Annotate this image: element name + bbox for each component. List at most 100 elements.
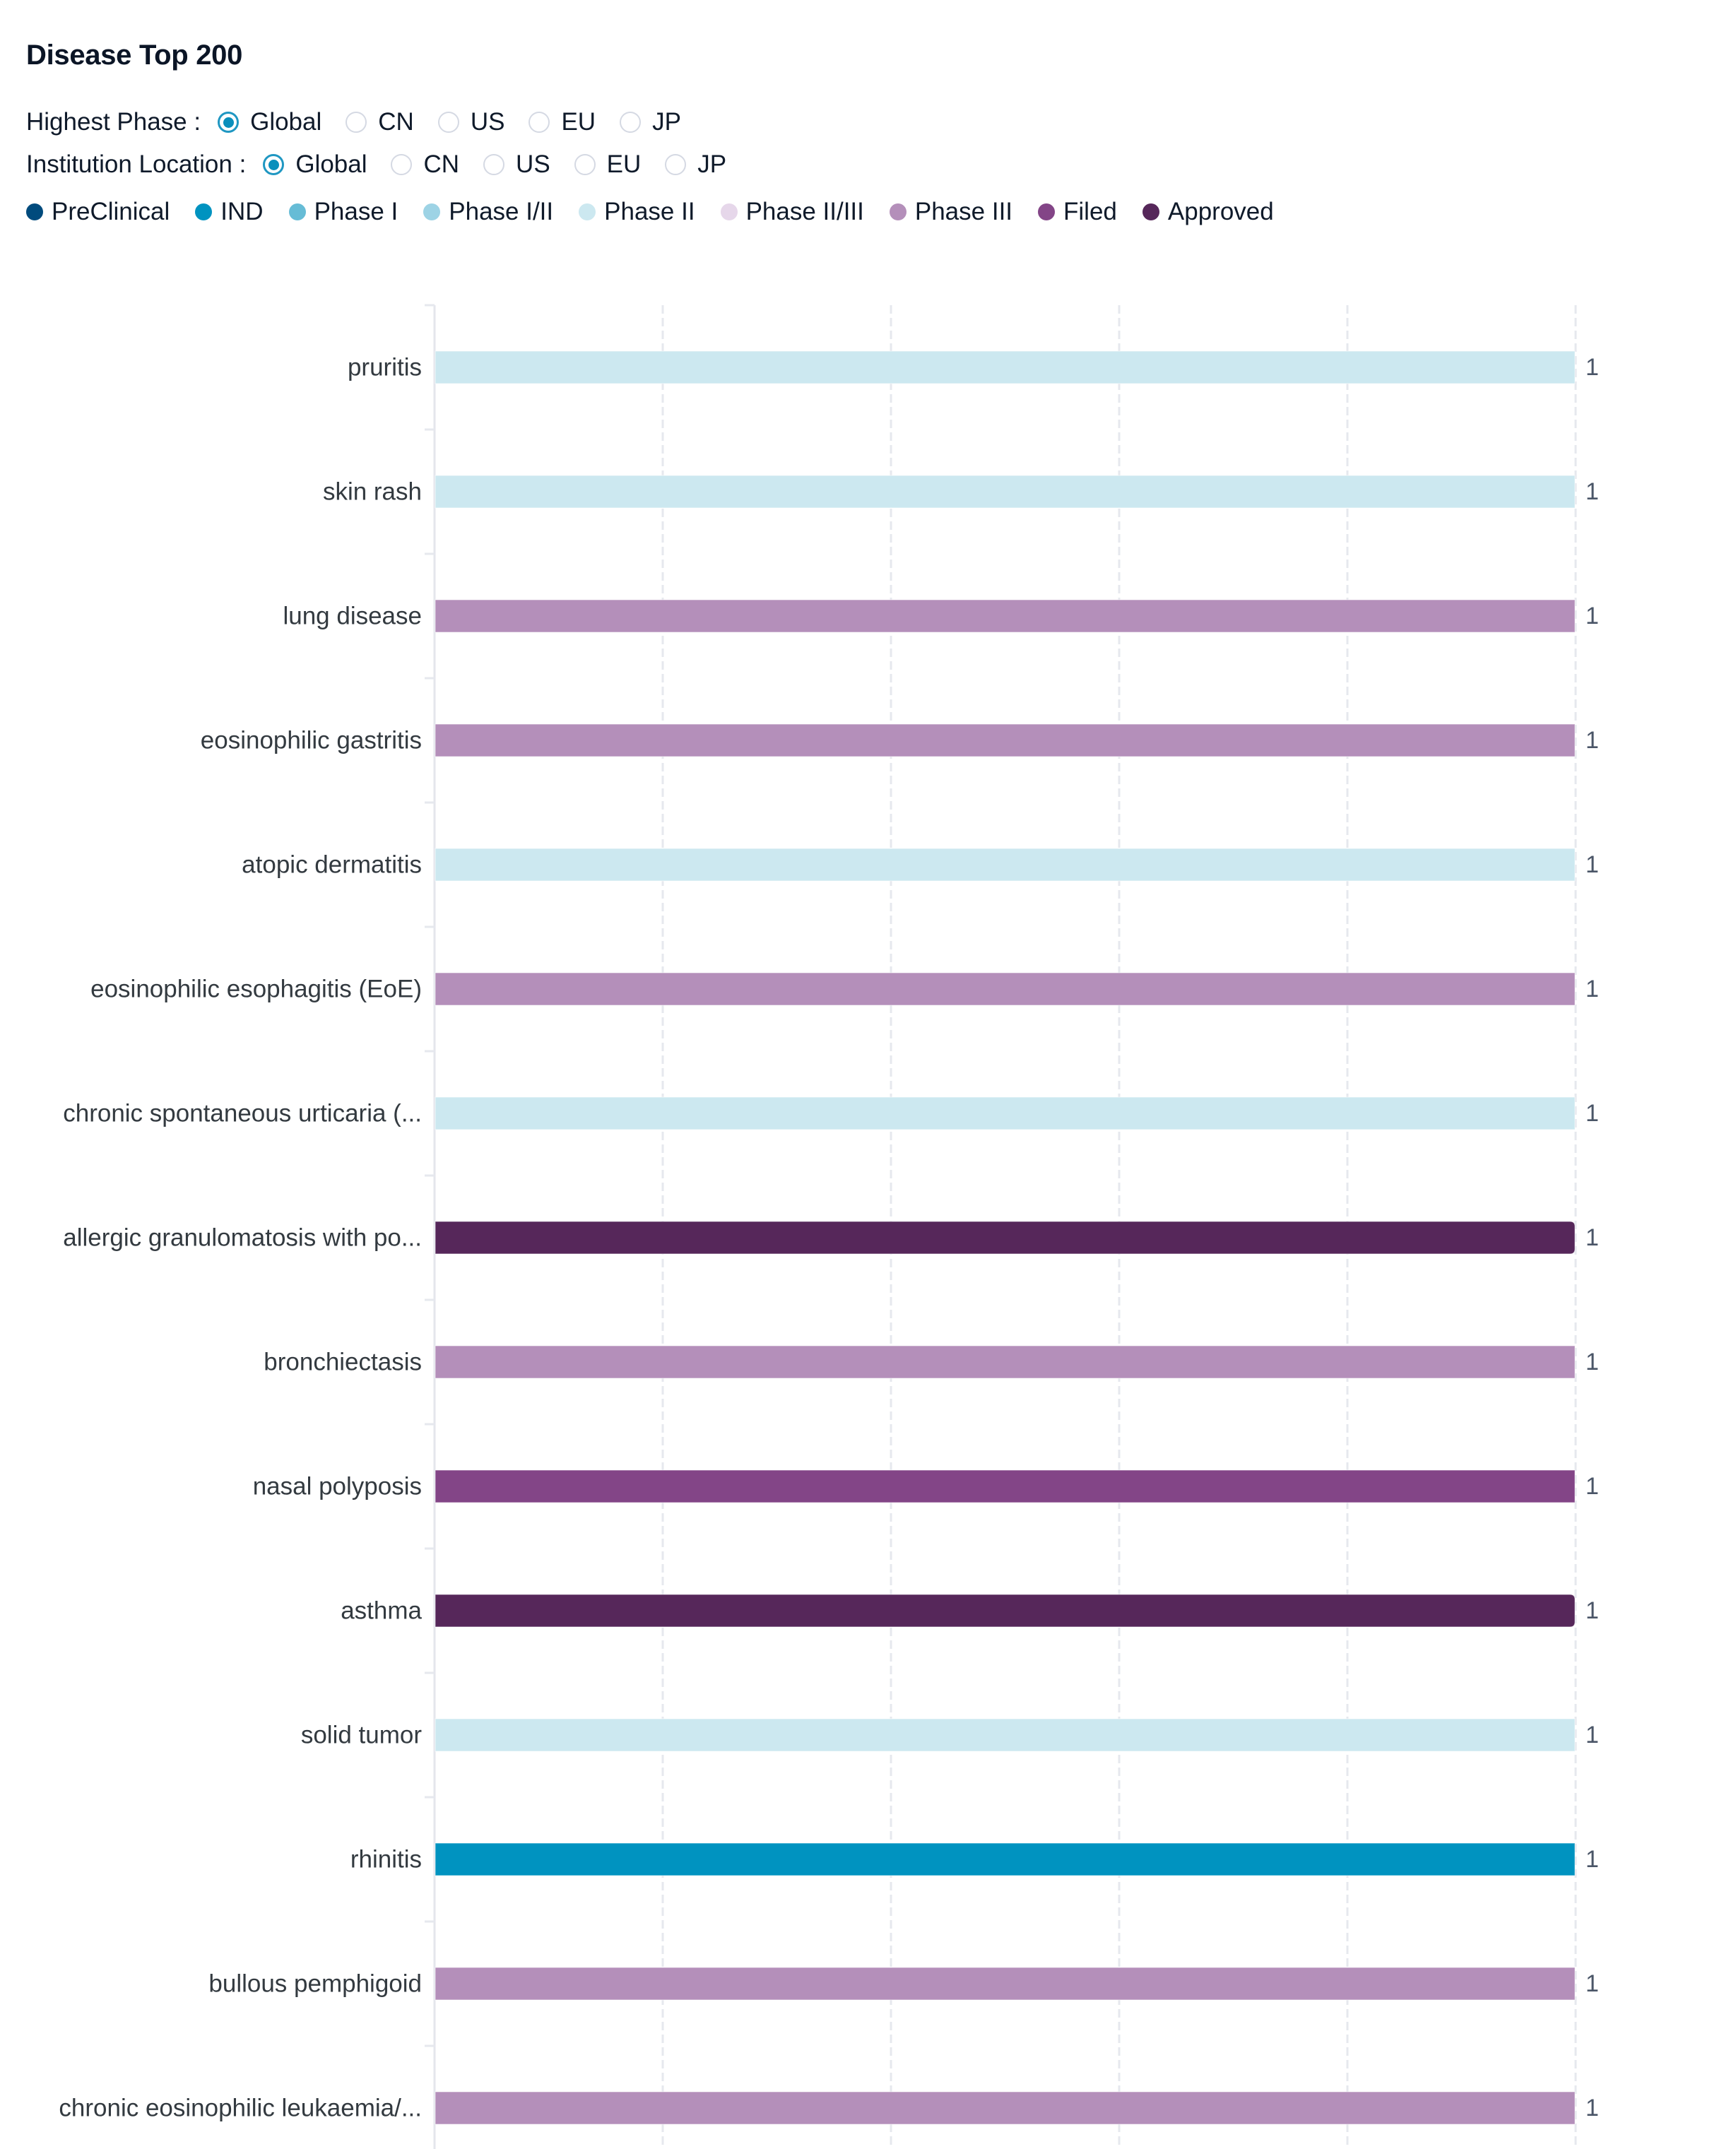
legend-dot-icon	[423, 203, 441, 220]
chart-title: Disease Top 200	[26, 40, 243, 71]
radio-unchecked-icon[interactable]	[529, 112, 550, 133]
legend-item-filed[interactable]: Filed	[1038, 198, 1117, 226]
bar[interactable]	[435, 1345, 1576, 1379]
highest-phase-filter: Highest Phase : Global CN US EU JP	[26, 105, 705, 140]
legend-dot-icon	[288, 203, 306, 220]
radio-unchecked-icon[interactable]	[574, 154, 596, 175]
legend-item-approved[interactable]: Approved	[1142, 198, 1274, 226]
legend-item-preclinical[interactable]: PreClinical	[26, 198, 170, 226]
legend-label: Phase I/II	[449, 198, 554, 225]
institution-location-option-cn[interactable]: CN	[391, 150, 459, 179]
value-label: 1	[1586, 2095, 1599, 2121]
label-layer: pruritis 1 skin rash 1 lung disease 1 eosinoph…	[59, 354, 1599, 2122]
category-label: solid tumor	[301, 1722, 423, 1749]
bar[interactable]	[435, 1718, 1576, 1752]
category-label: asthma	[341, 1597, 422, 1625]
option-label: EU	[561, 108, 596, 136]
category-label: rhinitis	[350, 1846, 422, 1873]
institution-location-option-jp[interactable]: JP	[665, 150, 726, 179]
bar[interactable]	[435, 1096, 1576, 1130]
category-label: atopic dermatitis	[242, 851, 422, 879]
legend-item-phase-2-3[interactable]: Phase II/III	[720, 198, 864, 226]
chart-legend: PreClinical IND Phase I Phase I/II Phase…	[26, 194, 1299, 230]
bar[interactable]	[435, 1469, 1576, 1503]
radio-unchecked-icon[interactable]	[620, 112, 642, 133]
highest-phase-option-us[interactable]: US	[437, 108, 505, 136]
category-label: nasal polyposis	[253, 1473, 422, 1500]
legend-label: Filed	[1063, 198, 1117, 225]
option-label: US	[516, 150, 550, 178]
legend-label: Phase II/III	[745, 198, 864, 225]
value-label: 1	[1586, 727, 1599, 754]
bar[interactable]	[435, 848, 1576, 882]
value-label: 1	[1586, 1970, 1599, 1997]
highest-phase-option-cn[interactable]: CN	[346, 108, 414, 136]
category-label: bullous pemphigoid	[208, 1970, 422, 1998]
value-label: 1	[1586, 976, 1599, 1002]
legend-label: Phase II	[604, 198, 695, 225]
option-label: US	[470, 108, 505, 136]
option-label: EU	[606, 150, 642, 178]
institution-location-option-eu[interactable]: EU	[574, 150, 642, 179]
radio-unchecked-icon[interactable]	[346, 112, 367, 133]
legend-label: Approved	[1167, 198, 1274, 225]
value-label: 1	[1586, 1846, 1599, 1873]
value-label: 1	[1586, 354, 1599, 381]
category-label: eosinophilic gastritis	[201, 727, 422, 754]
category-label: allergic granulomatosis with po...	[63, 1224, 422, 1252]
radio-unchecked-icon[interactable]	[665, 154, 687, 175]
option-label: JP	[652, 108, 681, 136]
option-label: CN	[378, 108, 414, 136]
bar-layer	[435, 350, 1576, 2125]
highest-phase-option-jp[interactable]: JP	[620, 108, 681, 136]
institution-location-label: Institution Location :	[26, 150, 247, 178]
bar[interactable]	[435, 723, 1576, 757]
value-label: 1	[1586, 478, 1599, 505]
bar[interactable]	[435, 1842, 1576, 1876]
highest-phase-option-eu[interactable]: EU	[529, 108, 596, 136]
category-label: bronchiectasis	[264, 1349, 422, 1376]
institution-location-option-global[interactable]: Global	[263, 150, 367, 179]
legend-dot-icon	[720, 203, 738, 220]
legend-item-phase-3[interactable]: Phase III	[889, 198, 1013, 226]
legend-label: PreClinical	[52, 198, 170, 225]
legend-item-phase-1-2[interactable]: Phase I/II	[423, 198, 553, 226]
legend-dot-icon	[195, 203, 213, 220]
value-label: 1	[1586, 603, 1599, 629]
legend-item-ind[interactable]: IND	[195, 198, 264, 226]
bar[interactable]	[435, 350, 1576, 384]
value-label: 1	[1586, 851, 1599, 878]
radio-unchecked-icon[interactable]	[483, 154, 505, 175]
option-label: JP	[697, 150, 727, 178]
legend-item-phase-2[interactable]: Phase II	[579, 198, 695, 226]
institution-location-filter: Institution Location : Global CN US EU J…	[26, 147, 750, 182]
bar[interactable]	[435, 1594, 1576, 1628]
category-label: lung disease	[283, 603, 422, 630]
bar[interactable]	[435, 1967, 1576, 2001]
radio-unchecked-icon[interactable]	[437, 112, 459, 133]
value-label: 1	[1586, 1473, 1599, 1500]
institution-location-option-us[interactable]: US	[483, 150, 550, 179]
legend-label: Phase I	[314, 198, 398, 225]
value-label: 1	[1586, 1349, 1599, 1375]
value-label: 1	[1586, 1224, 1599, 1251]
category-label: chronic spontaneous urticaria (...	[63, 1100, 422, 1127]
category-label: skin rash	[323, 478, 422, 506]
radio-unchecked-icon[interactable]	[391, 154, 413, 175]
category-label: eosinophilic esophagitis (EoE)	[90, 976, 422, 1003]
bar[interactable]	[435, 599, 1576, 633]
legend-item-phase-1[interactable]: Phase I	[288, 198, 398, 226]
bar[interactable]	[435, 972, 1576, 1006]
highest-phase-option-global[interactable]: Global	[218, 108, 321, 136]
option-label: CN	[423, 150, 460, 178]
option-label: Global	[250, 108, 322, 136]
legend-label: Phase III	[914, 198, 1013, 225]
value-label: 1	[1586, 1722, 1599, 1748]
legend-dot-icon	[26, 203, 43, 220]
radio-checked-icon[interactable]	[263, 154, 285, 175]
bar[interactable]	[435, 1221, 1576, 1255]
bar[interactable]	[435, 475, 1576, 509]
radio-checked-icon[interactable]	[218, 112, 240, 133]
bar[interactable]	[435, 2091, 1576, 2125]
